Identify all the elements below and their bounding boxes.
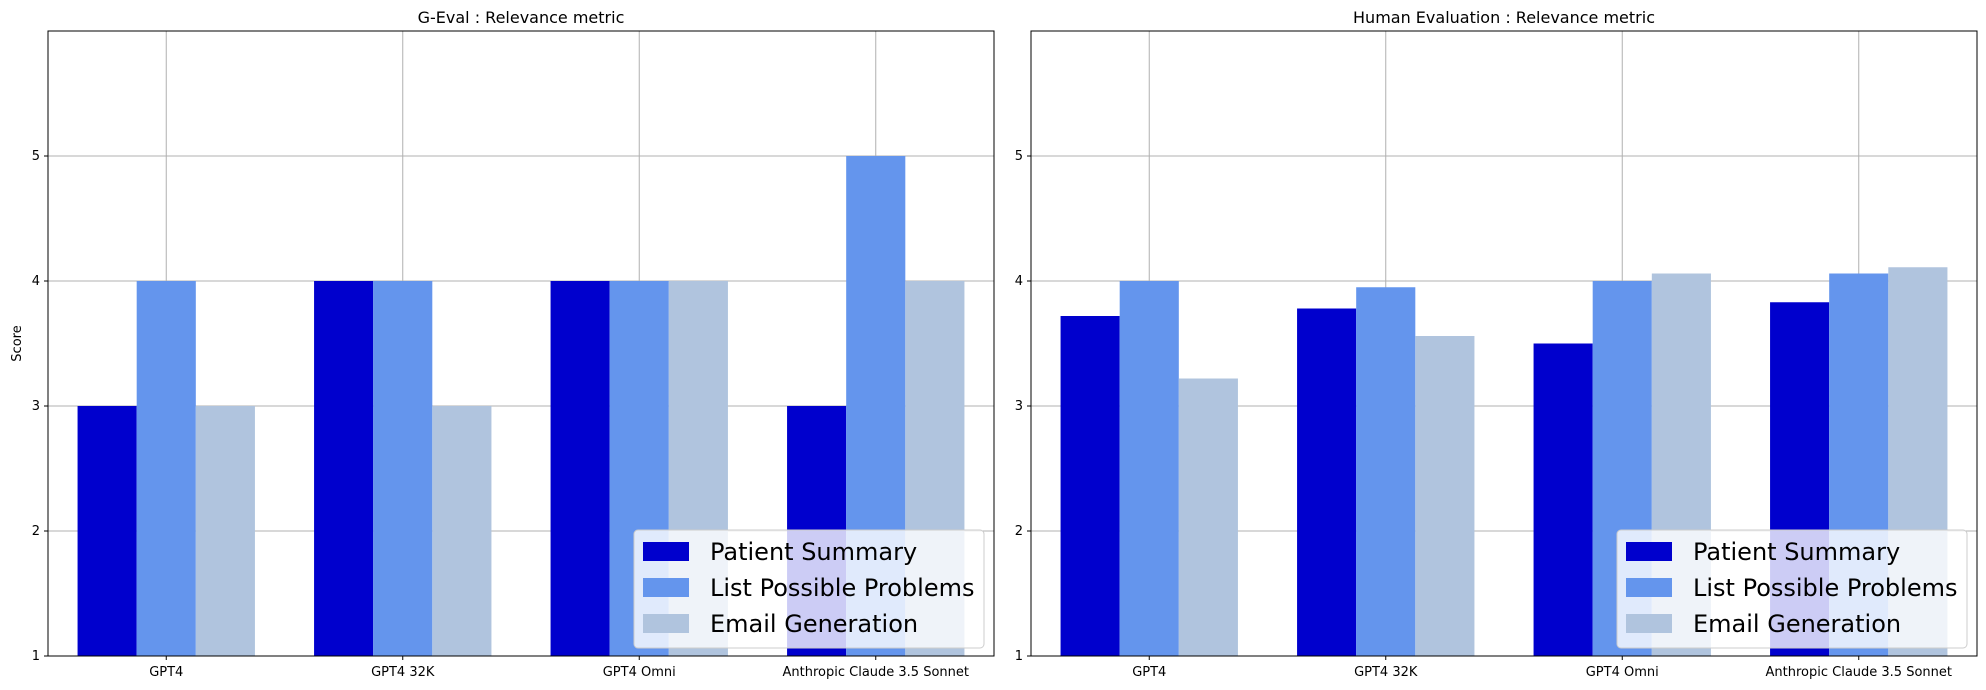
legend-swatch [1626,578,1672,597]
legend-label: List Possible Problems [710,574,974,602]
x-tick-label: Anthropic Claude 3.5 Sonnet [1766,665,1953,680]
y-tick-label: 3 [32,399,40,414]
legend: Patient Summary List Possible Problems Ema… [633,529,985,649]
legend-swatch [643,542,689,561]
legend-box [633,529,985,649]
legend-swatch [1626,614,1672,633]
x-tick-label: GPT4 32K [371,665,435,680]
x-tick-label: GPT4 Omni [603,665,676,680]
y-tick-label: 2 [1015,524,1023,539]
plot-frame [1030,30,1978,657]
chart-title: Human Evaluation : Relevance metric [1353,8,1655,27]
bar-patient-summary [1060,316,1120,656]
bar-patient-summary [1297,308,1357,656]
y-tick-label: 2 [32,524,40,539]
y-tick-label: 5 [1015,149,1023,164]
bar-email-generation [1415,336,1475,656]
bar-patient-summary [77,406,137,656]
legend: Patient Summary List Possible Problems Ema… [1616,529,1968,649]
bar-email-generation [432,406,492,656]
bar-patient-summary [314,281,374,656]
bar-list-possible-problems [136,281,196,656]
y-tick-label: 4 [1015,274,1023,289]
bar-email-generation [195,406,255,656]
legend-label: Patient Summary [710,538,917,566]
legend-swatch [1626,542,1672,561]
x-tick-label: GPT4 [1132,665,1166,680]
bar-list-possible-problems [373,281,433,656]
bar-email-generation [1178,378,1238,656]
chart-panel-human-evaluation: 1 2 3 4 5 GPT4 GPT4 32K GPT4 Omni Anthropic Clau… [1015,8,1978,680]
legend-box [1616,529,1968,649]
y-axis-label: Score [10,325,25,361]
x-tick-label: GPT4 Omni [1586,665,1659,680]
legend-swatch [643,614,689,633]
bar-patient-summary [1533,343,1593,656]
legend-label: Patient Summary [1693,538,1900,566]
legend-label: Email Generation [710,610,918,638]
bar-list-possible-problems [1356,287,1416,656]
y-tick-label: 4 [32,274,40,289]
legend-label: Email Generation [1693,610,1901,638]
x-tick-label: GPT4 [149,665,183,680]
y-tick-label: 1 [32,649,40,664]
x-tick-label: GPT4 32K [1354,665,1418,680]
plot-frame [47,30,995,657]
chart-title: G-Eval : Relevance metric [418,8,625,27]
bar-list-possible-problems [1119,281,1179,656]
chart-panel-g-eval: 1 2 3 4 5 GPT4 GPT4 32K GPT4 Omni Anthropic Clau… [10,8,995,680]
y-tick-label: 5 [32,149,40,164]
legend-swatch [643,578,689,597]
y-tick-label: 3 [1015,399,1023,414]
legend-label: List Possible Problems [1693,574,1957,602]
x-tick-label: Anthropic Claude 3.5 Sonnet [783,665,970,680]
bar-patient-summary [550,281,610,656]
y-tick-label: 1 [1015,649,1023,664]
